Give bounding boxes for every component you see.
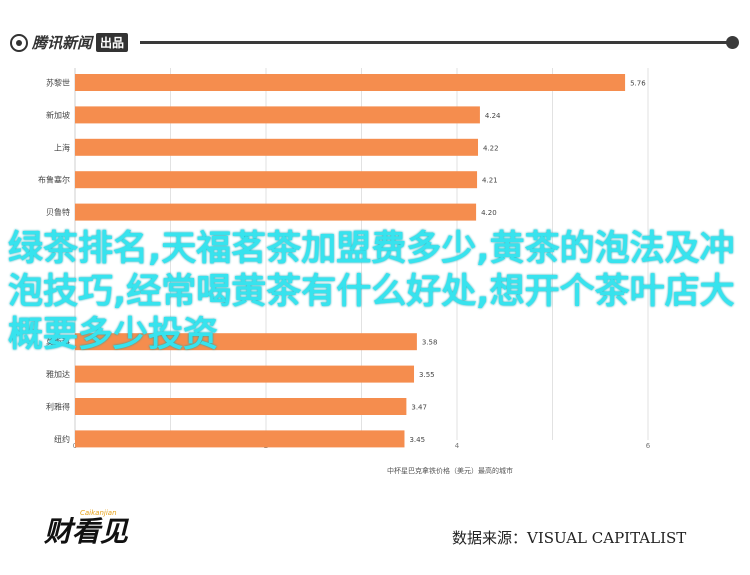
logo-badge: 出品 [96, 33, 129, 52]
brand-logo: 财看见 [44, 515, 129, 548]
tencent-news-logo: 腾讯新闻 出品 [10, 32, 129, 53]
value-label: 5.76 [630, 80, 646, 88]
category-label: 新加坡 [46, 110, 70, 120]
x-axis-title: 中杯星巴克拿铁价格（美元）最高的城市 [387, 466, 513, 475]
category-label: 利雅得 [46, 402, 70, 412]
category-label: 布鲁塞尔 [38, 175, 70, 185]
bar [75, 333, 417, 351]
tencent-logo-icon [10, 33, 28, 52]
bar [75, 74, 626, 91]
category-label: 莫斯科 [46, 337, 70, 347]
value-label: 3.45 [409, 436, 425, 444]
value-label: 4.21 [482, 177, 498, 185]
header-divider-dot [726, 36, 739, 49]
bar-chart: 0246中杯星巴克拿铁价格（美元）最高的城市苏黎世5.76新加坡4.24上海4.… [38, 68, 651, 475]
data-source: 数据来源：VISUAL CAPITALIST [452, 529, 687, 547]
bar [75, 398, 407, 415]
value-label: 4.24 [485, 112, 501, 120]
bar [75, 430, 405, 448]
bar [75, 203, 477, 221]
category-label: 苏黎世 [46, 78, 70, 88]
value-label: 4.20 [481, 209, 497, 217]
logo-text: 腾讯新闻 [32, 34, 93, 52]
overlay-title: 绿茶排名,天福茗茶加盟费多少,黄茶的泡法及冲泡技巧,经常喝黄茶有什么好处,想开个… [8, 229, 735, 355]
category-label: 上海 [54, 142, 70, 152]
value-label: 3.47 [411, 404, 427, 412]
value-label: 3.58 [422, 339, 438, 347]
x-tick-label: 6 [646, 442, 651, 450]
value-label: 4.22 [483, 144, 499, 152]
category-label: 雅加达 [46, 369, 70, 379]
category-label: 纽约 [54, 434, 70, 444]
bar [75, 138, 479, 156]
bar [75, 365, 415, 383]
brand-subtitle: Caikanjian [80, 509, 117, 517]
x-tick-label: 4 [455, 442, 460, 450]
header-divider [140, 41, 730, 44]
bar [75, 106, 480, 124]
value-label: 3.55 [419, 371, 435, 379]
top-bar: 腾讯新闻 出品 [0, 0, 750, 70]
bar [75, 171, 478, 189]
category-label: 贝鲁特 [46, 207, 70, 217]
